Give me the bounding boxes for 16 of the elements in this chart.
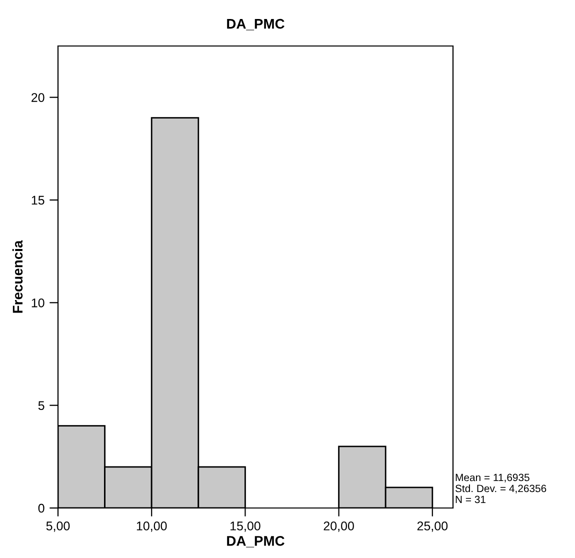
x-tick-label: 10,00 <box>136 522 167 532</box>
text: Mean = 11,6935 <box>456 474 530 482</box>
x-tick-label: 5,00 <box>46 522 70 532</box>
y-tick-label: 20 <box>32 93 44 102</box>
text: N = 31 <box>456 496 486 504</box>
x-axis-title: DA_PMC <box>227 536 284 548</box>
y-tick-label: 10 <box>32 298 44 308</box>
text: Std. Dev. = 4,26356 <box>455 484 546 494</box>
x-tick-label: 20,00 <box>324 522 354 532</box>
x-tick-label: 25,00 <box>417 522 448 532</box>
y-axis-title: Frecuencia <box>12 240 23 313</box>
y-tick-label: 5 <box>38 401 44 410</box>
chart-title: DA_PMC <box>227 18 284 30</box>
y-tick-label: 15 <box>32 196 44 205</box>
y-tick-label: 0 <box>38 504 44 513</box>
x-tick-label: 15,00 <box>230 522 260 532</box>
